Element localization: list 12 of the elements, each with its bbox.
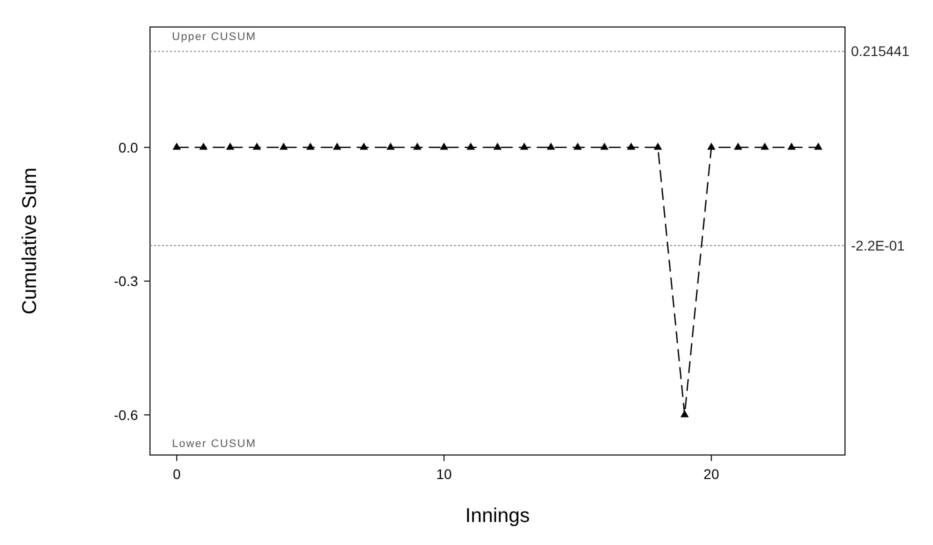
ref-line-label: 0.215441 [851,43,910,60]
x-tick-label: 20 [704,466,720,482]
annotation: Upper CUSUM [172,31,256,43]
annotation: Lower CUSUM [172,438,256,450]
x-tick-label: 10 [436,466,452,482]
x-axis-title: Innings [465,505,530,527]
ref-line-label: -2.2E-01 [851,237,905,254]
y-axis-title: Cumulative Sum [19,168,41,314]
y-tick-label: -0.6 [114,406,138,423]
x-tick-label: 0 [172,466,181,482]
y-tick-label: -0.3 [114,273,138,290]
y-tick-label: 0.0 [118,139,138,156]
